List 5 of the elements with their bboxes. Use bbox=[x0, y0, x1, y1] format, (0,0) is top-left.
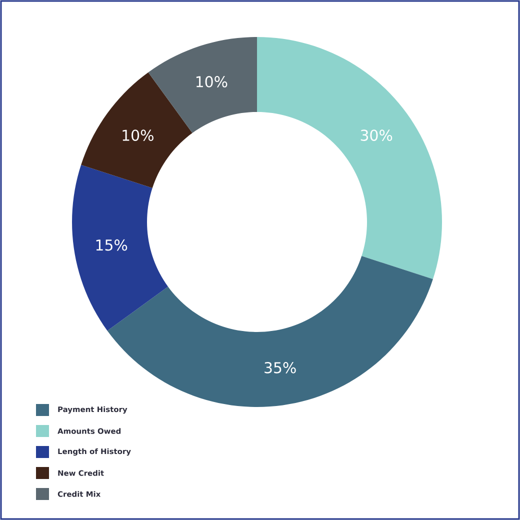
data-label: 15% bbox=[96, 239, 128, 251]
data-label: 35% bbox=[264, 362, 296, 374]
data-label: 30% bbox=[360, 130, 392, 141]
data-label: 10% bbox=[122, 130, 154, 141]
data-label: 10% bbox=[196, 76, 228, 88]
